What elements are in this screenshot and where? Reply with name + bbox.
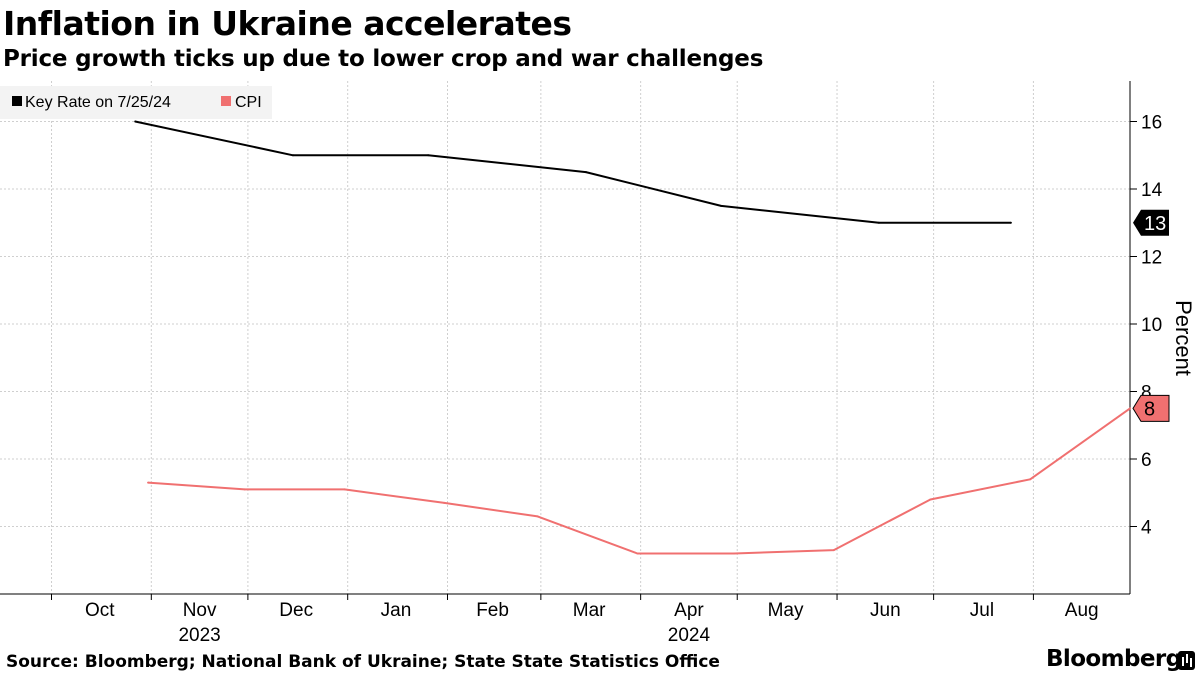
data-point — [443, 501, 446, 504]
end-value-badge: 13 — [1133, 209, 1169, 236]
x-tick-label: Jun — [870, 600, 901, 621]
data-point — [832, 549, 835, 552]
y-tick-label: 6 — [1141, 450, 1152, 471]
bloomberg-logo: Bloomberg — [1046, 646, 1182, 672]
x-tick-label: Jul — [970, 600, 994, 621]
end-value-badge: 8 — [1132, 394, 1170, 422]
data-point — [720, 204, 723, 207]
legend: Key Rate on 7/25/24 CPI — [0, 86, 272, 119]
chart-subtitle: Price growth ticks up due to lower crop … — [3, 46, 764, 72]
data-point — [1009, 221, 1012, 224]
x-tick-label: Jan — [381, 600, 412, 621]
x-tick-label: Aug — [1065, 600, 1099, 621]
data-point — [733, 552, 736, 555]
end-value-badge-shape — [1133, 209, 1169, 236]
data-point — [343, 488, 346, 491]
y-axis-label: Percent — [1171, 300, 1196, 376]
end-value-label: 8 — [1144, 398, 1155, 420]
end-value-label: 13 — [1144, 213, 1166, 235]
data-point — [636, 552, 639, 555]
y-tick-label: 16 — [1141, 113, 1162, 134]
data-point — [1029, 478, 1032, 481]
x-tick-label: Apr — [674, 600, 704, 621]
data-point — [243, 488, 246, 491]
x-tick-label: May — [768, 600, 804, 621]
x-tick-label: Feb — [476, 600, 509, 621]
y-tick-label: 4 — [1141, 518, 1152, 539]
data-point — [1129, 407, 1131, 410]
x-tick-label: Oct — [85, 600, 115, 621]
x-year-label: 2024 — [668, 625, 711, 646]
data-point — [877, 221, 880, 224]
y-tick-label: 12 — [1141, 248, 1162, 269]
data-point — [291, 154, 294, 157]
y-tick-label: 14 — [1141, 180, 1163, 201]
data-point — [584, 171, 587, 174]
x-tick-label: Dec — [279, 600, 313, 621]
plot-area — [0, 81, 1130, 594]
bloomberg-terminal-icon — [1178, 651, 1195, 670]
y-tick-label: 10 — [1141, 315, 1162, 336]
x-tick-label: Nov — [183, 600, 217, 621]
data-point — [134, 120, 137, 123]
legend-label-cpi: CPI — [235, 94, 262, 111]
source-note: Source: Bloomberg; National Bank of Ukra… — [6, 652, 720, 672]
data-point — [536, 515, 539, 518]
x-year-label: 2023 — [178, 625, 220, 646]
legend-swatch-cpi — [221, 96, 231, 106]
y-tick-label: 8 — [1141, 383, 1152, 404]
legend-swatch-key-rate — [12, 96, 22, 106]
data-point — [929, 498, 932, 501]
end-value-badge-shape — [1132, 394, 1170, 422]
series-lines — [134, 120, 1131, 555]
data-point — [427, 154, 430, 157]
x-tick-label: Mar — [573, 600, 606, 621]
chart-title: Inflation in Ukraine accelerates — [3, 4, 572, 43]
data-point — [147, 481, 150, 484]
axes: 4 6 8 10 12 14 16 Oct Nov Dec Jan Feb Mar Apr May Jun Ju… — [0, 81, 1170, 646]
legend-label-key-rate: Key Rate on 7/25/24 — [25, 94, 171, 111]
